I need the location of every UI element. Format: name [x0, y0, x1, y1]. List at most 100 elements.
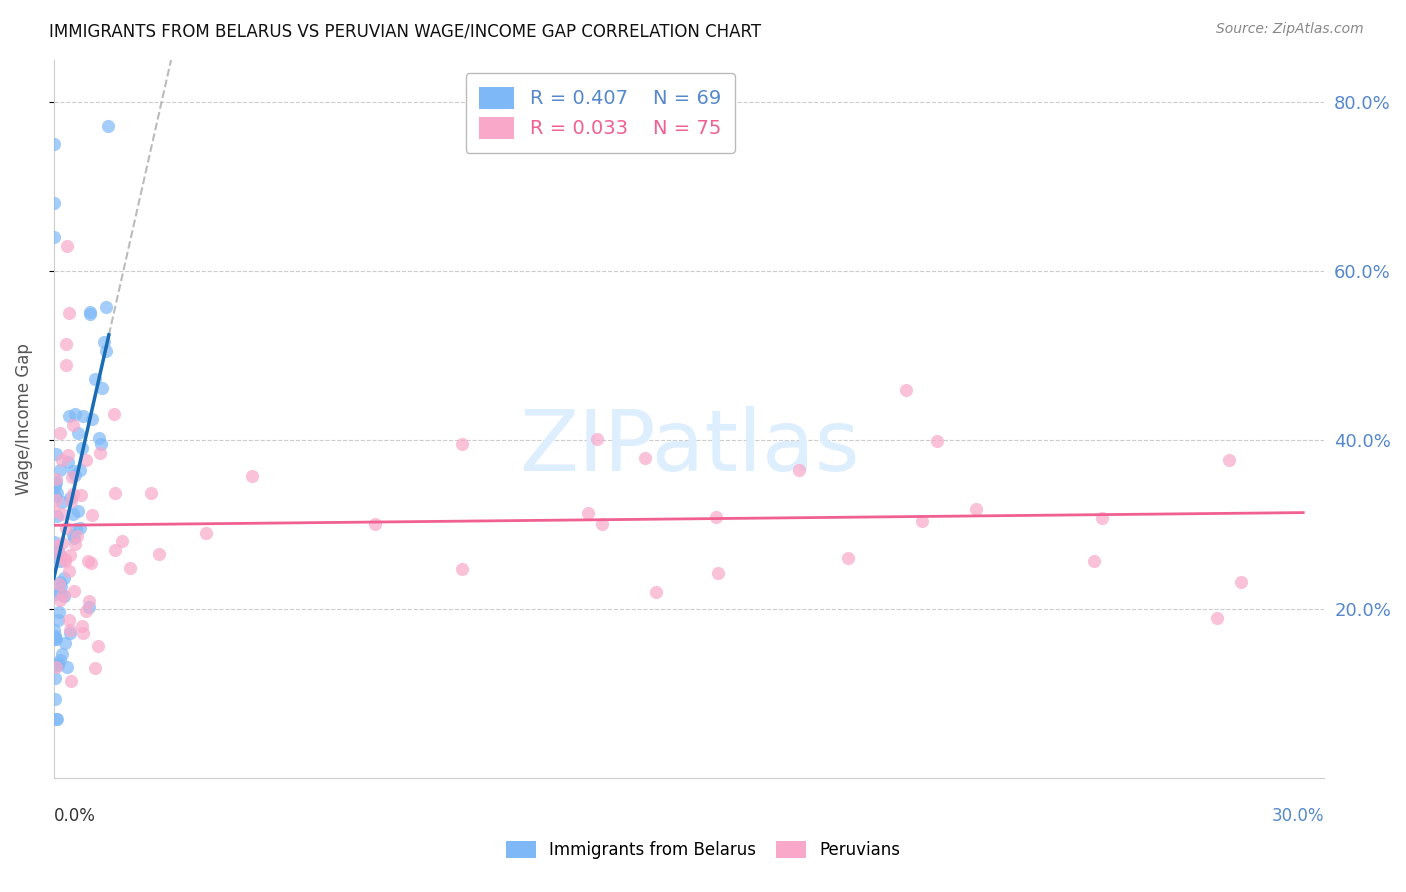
Point — [49, 425, 72, 440]
Point — [56, 238, 79, 252]
Point — [66, 426, 89, 441]
Point — [194, 525, 217, 540]
Point — [118, 561, 141, 575]
Point — [104, 486, 127, 500]
Point — [49, 579, 72, 593]
Point — [51, 536, 73, 550]
Point — [45, 632, 67, 647]
Point — [44, 137, 66, 152]
Point — [97, 119, 120, 133]
Point — [58, 565, 80, 579]
Point — [69, 521, 91, 535]
Point — [62, 507, 84, 521]
Point — [70, 442, 93, 456]
Point — [45, 472, 67, 486]
Point — [48, 653, 70, 667]
Point — [66, 529, 89, 543]
Point — [60, 470, 83, 484]
Legend: Immigrants from Belarus, Peruvians: Immigrants from Belarus, Peruvians — [498, 833, 908, 868]
Point — [51, 453, 73, 467]
Point — [63, 468, 86, 483]
Point — [82, 508, 104, 522]
Point — [148, 547, 170, 561]
Point — [62, 487, 84, 501]
Point — [364, 517, 387, 532]
Point — [1205, 610, 1227, 624]
Point — [44, 624, 66, 638]
Point — [89, 430, 111, 444]
Point — [1083, 554, 1105, 568]
Point — [837, 551, 859, 566]
Point — [60, 494, 83, 508]
Point — [44, 489, 66, 503]
Point — [48, 548, 70, 562]
Point — [80, 557, 103, 571]
Point — [77, 593, 100, 607]
Point — [1218, 453, 1240, 467]
Point — [965, 502, 987, 516]
Point — [45, 486, 67, 500]
Point — [44, 672, 66, 686]
Point — [70, 488, 93, 502]
Point — [103, 407, 125, 421]
Point — [83, 372, 105, 386]
Point — [44, 504, 66, 518]
Point — [55, 359, 77, 373]
Point — [51, 495, 73, 509]
Point — [44, 691, 66, 706]
Point — [48, 605, 70, 619]
Point — [55, 660, 77, 674]
Point — [53, 636, 76, 650]
Point — [59, 623, 82, 637]
Point — [62, 417, 84, 432]
Point — [89, 437, 111, 451]
Point — [44, 230, 66, 244]
Point — [139, 486, 162, 500]
Point — [787, 462, 810, 476]
Point — [1091, 510, 1114, 524]
Point — [634, 450, 657, 465]
Point — [894, 383, 917, 397]
Point — [75, 452, 97, 467]
Point — [65, 407, 87, 421]
Point — [49, 592, 72, 607]
Legend: R = 0.407    N = 69, R = 0.033    N = 75: R = 0.407 N = 69, R = 0.033 N = 75 — [465, 73, 735, 153]
Point — [63, 531, 86, 545]
Point — [77, 554, 100, 568]
Point — [48, 577, 70, 591]
Point — [44, 476, 66, 491]
Point — [62, 464, 84, 478]
Text: 0.0%: 0.0% — [53, 806, 96, 825]
Point — [927, 434, 949, 449]
Point — [911, 514, 934, 528]
Point — [72, 626, 94, 640]
Point — [79, 307, 101, 321]
Point — [59, 491, 82, 505]
Point — [58, 409, 80, 423]
Point — [52, 588, 75, 602]
Point — [46, 539, 69, 553]
Point — [45, 658, 67, 673]
Point — [62, 528, 84, 542]
Point — [69, 463, 91, 477]
Point — [240, 468, 263, 483]
Point — [72, 409, 94, 424]
Point — [53, 572, 76, 586]
Point — [80, 412, 103, 426]
Point — [44, 196, 66, 211]
Point — [67, 503, 90, 517]
Point — [45, 712, 67, 726]
Point — [591, 517, 613, 532]
Point — [46, 658, 69, 673]
Point — [87, 639, 110, 653]
Point — [1229, 575, 1251, 590]
Point — [59, 549, 82, 563]
Y-axis label: Wage/Income Gap: Wage/Income Gap — [15, 343, 32, 495]
Point — [45, 447, 67, 461]
Point — [52, 589, 75, 603]
Point — [704, 510, 727, 524]
Point — [48, 575, 70, 590]
Point — [55, 337, 77, 351]
Point — [58, 448, 80, 462]
Point — [48, 463, 70, 477]
